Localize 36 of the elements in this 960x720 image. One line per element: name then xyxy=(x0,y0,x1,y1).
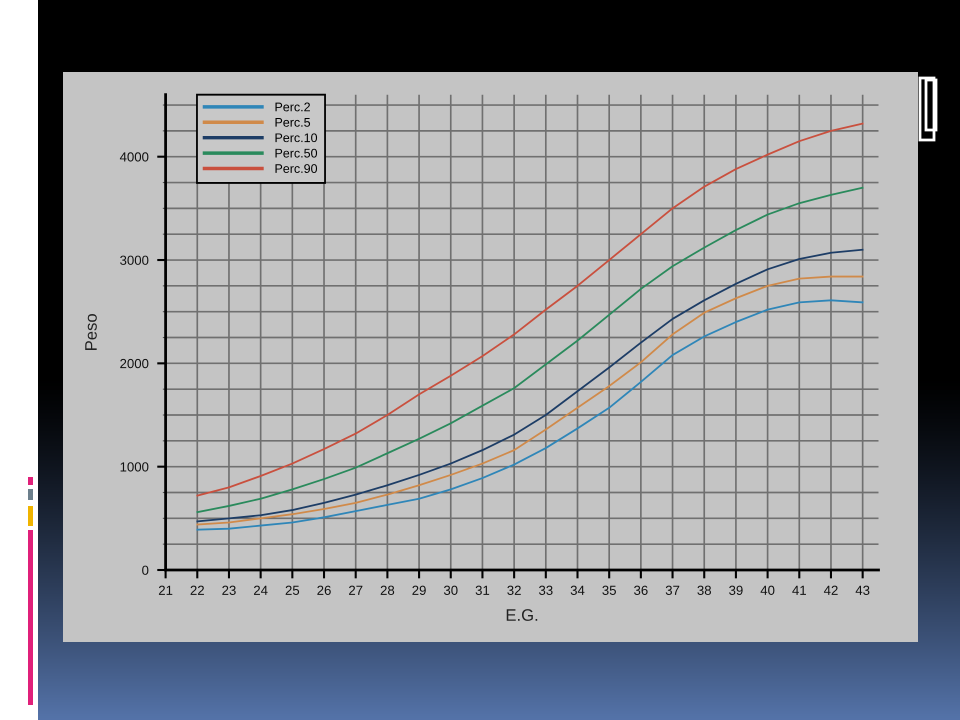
x-tick-label: 38 xyxy=(697,586,711,595)
x-tick-label: 28 xyxy=(380,586,394,595)
y-tick-label: 3000 xyxy=(120,256,148,265)
y-tick-label: 2000 xyxy=(120,358,148,368)
line-series xyxy=(196,186,864,514)
y-tick-label: 4000 xyxy=(120,152,148,162)
y-tick-label: 1000 xyxy=(120,462,148,472)
x-tick-label: 27 xyxy=(349,586,362,595)
x-tick-label: 25 xyxy=(286,586,300,595)
x-tick-label: 37 xyxy=(666,586,680,595)
legend-label: Perc.50 xyxy=(275,148,318,158)
x-tick-label: 43 xyxy=(856,586,870,595)
x-tick-label: 24 xyxy=(254,586,268,595)
x-tick-label: 36 xyxy=(634,586,648,595)
legend-label: Perc.90 xyxy=(275,164,318,173)
legend-label: Perc.10 xyxy=(275,133,318,142)
x-tick-label: 29 xyxy=(412,586,426,595)
x-tick-label: 39 xyxy=(729,586,743,595)
x-tick-label: 31 xyxy=(476,586,490,595)
x-tick-label: 22 xyxy=(190,586,204,595)
legend-label: Perc.2 xyxy=(275,102,310,112)
x-tick-label: 33 xyxy=(538,586,553,595)
x-tick-label: 35 xyxy=(602,586,616,595)
x-tick-label: 34 xyxy=(570,586,584,595)
x-tick-label: 26 xyxy=(317,586,331,595)
legend-label: Perc.5 xyxy=(275,118,310,127)
x-tick-label: 21 xyxy=(158,586,172,595)
x-tick-label: 32 xyxy=(507,586,521,595)
x-tick-label: 30 xyxy=(444,586,458,595)
x-tick-label: 42 xyxy=(824,586,838,595)
x-tick-label: 40 xyxy=(760,586,774,595)
x-tick-label: 23 xyxy=(222,586,236,595)
x-axis-title: E.G. xyxy=(506,609,538,621)
x-tick-label: 41 xyxy=(792,586,806,595)
y-tick-label: 0 xyxy=(142,566,148,575)
y-axis-title: Peso xyxy=(85,314,97,350)
